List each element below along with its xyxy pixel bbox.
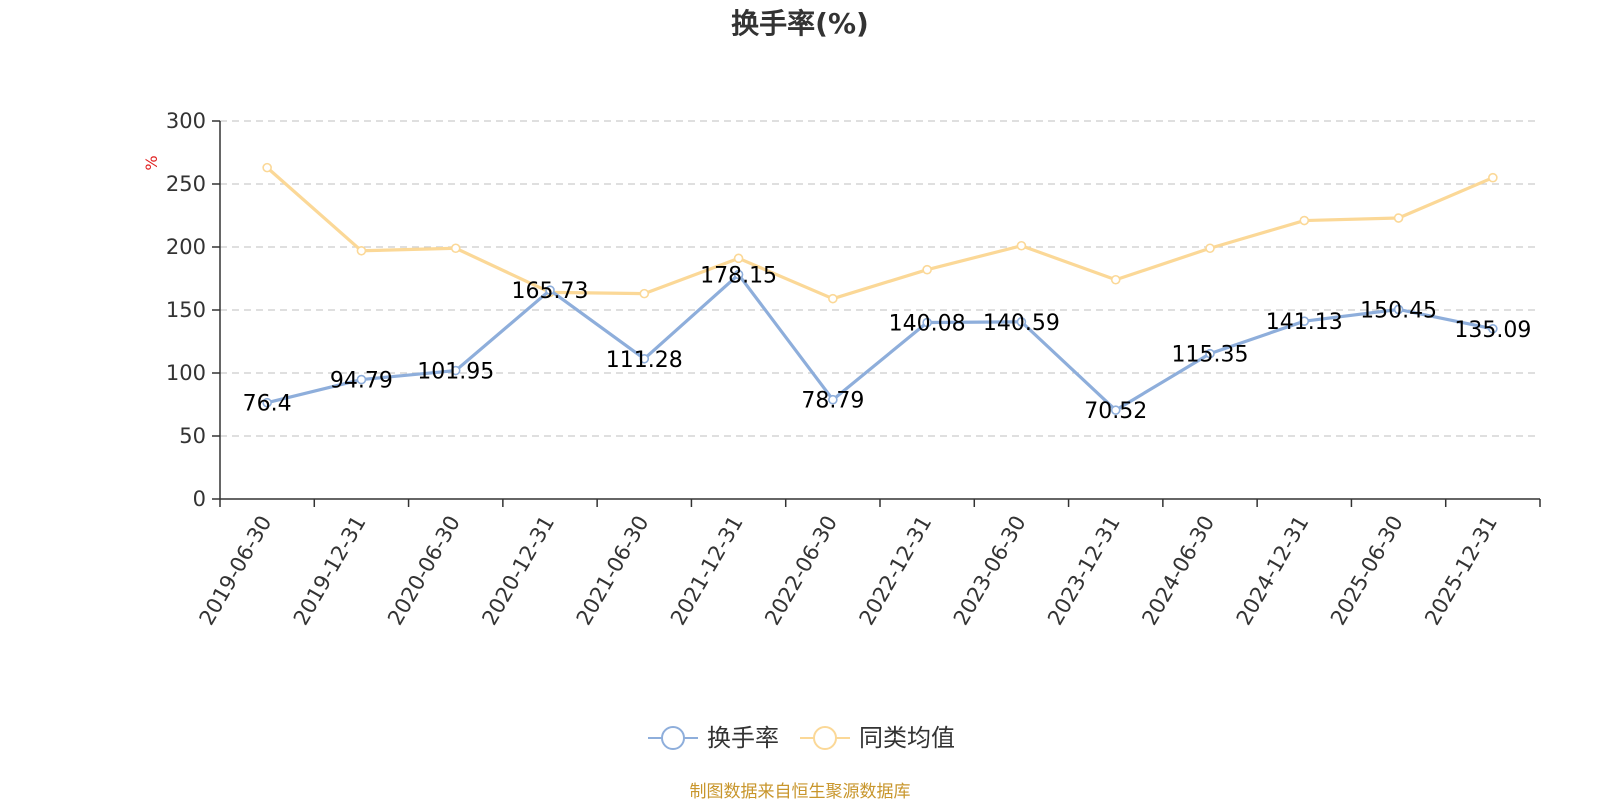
source-note: 制图数据来自恒生聚源数据库 xyxy=(690,782,911,800)
data-label-2021-12-31: 178.15 xyxy=(700,264,777,289)
x-tick-label-2019-12-31: 2019-12-31 xyxy=(289,512,371,630)
data-label-2020-12-31: 165.73 xyxy=(512,279,589,304)
x-tick-label-2024-12-31: 2024-12-31 xyxy=(1232,512,1314,630)
data-point-peer-average-2023-12-31[interactable] xyxy=(1110,274,1121,285)
data-label-2019-06-30: 76.4 xyxy=(243,392,292,417)
x-tick-label-2025-06-30: 2025-06-30 xyxy=(1326,512,1408,630)
legend-item-peer-average[interactable]: 同类均值 xyxy=(800,724,955,752)
data-point-peer-average-2025-12-31[interactable] xyxy=(1488,172,1498,183)
data-point-peer-average-2019-06-30[interactable] xyxy=(262,162,272,173)
data-point-turnover-2019-06-30[interactable] xyxy=(262,397,272,408)
x-tick-label-2019-06-30: 2019-06-30 xyxy=(195,512,277,630)
y-axis-unit-label: % xyxy=(142,155,161,170)
legend-item-turnover[interactable]: 换手率 xyxy=(648,724,779,752)
data-point-peer-average-2020-06-30[interactable] xyxy=(450,243,461,254)
data-label-2025-12-31: 135.09 xyxy=(1454,318,1531,343)
x-tick-label-2024-06-30: 2024-06-30 xyxy=(1137,512,1219,630)
data-labels: 76.4 94.79 101.95 165.73 111.28 178.15 78.79 14… xyxy=(243,264,1532,425)
chart-title: 换手率(%) xyxy=(731,7,869,40)
axes xyxy=(212,120,1541,507)
legend-peer-average-circle-icon xyxy=(813,726,837,750)
data-label-2022-06-30: 78.79 xyxy=(801,389,864,414)
x-tick-label-2025-12-31: 2025-12-31 xyxy=(1420,512,1502,630)
data-point-peer-average-2022-06-30[interactable] xyxy=(828,293,838,304)
y-tick-labels: 0 50 100 150 200 250 300 xyxy=(166,109,206,511)
x-tick-label-2020-06-30: 2020-06-30 xyxy=(383,511,465,629)
data-point-turnover-2021-06-30[interactable] xyxy=(639,353,650,364)
x-tick-label-2020-12-31: 2020-12-31 xyxy=(477,512,559,630)
data-point-turnover-2024-06-30[interactable] xyxy=(1205,348,1215,359)
legend-peer-average-label: 同类均值 xyxy=(859,724,955,752)
data-point-turnover-2025-06-30[interactable] xyxy=(1393,304,1404,315)
data-point-peer-average-2019-12-31[interactable] xyxy=(356,245,367,256)
y-tick-label-250: 250 xyxy=(166,172,206,196)
data-point-peer-average-2021-06-30[interactable] xyxy=(639,288,650,299)
data-label-2024-06-30: 115.35 xyxy=(1172,343,1249,368)
data-point-turnover-2020-06-30[interactable] xyxy=(450,365,461,376)
y-tick-label-150: 150 xyxy=(166,298,206,322)
data-point-peer-average-2024-12-31[interactable] xyxy=(1299,215,1310,226)
series-line-turnover xyxy=(266,272,1494,412)
y-tick-label-50: 50 xyxy=(179,424,206,448)
data-point-turnover-2023-06-30[interactable] xyxy=(1016,317,1027,327)
data-point-peer-average-2022-12-31[interactable] xyxy=(922,264,932,275)
data-point-peer-average-2024-06-30[interactable] xyxy=(1205,243,1215,254)
data-point-turnover-2023-12-31[interactable] xyxy=(1110,405,1121,415)
x-tick-label-2022-12-31: 2022-12-31 xyxy=(855,512,937,630)
legend[interactable]: 换手率 同类均值 xyxy=(648,724,955,752)
data-label-2019-12-31: 94.79 xyxy=(330,369,393,394)
y-tick-label-0: 0 xyxy=(193,487,206,511)
data-label-2023-06-30: 140.59 xyxy=(983,311,1060,336)
y-tick-label-200: 200 xyxy=(166,235,206,259)
data-point-turnover-2025-12-31[interactable] xyxy=(1488,323,1498,334)
data-label-2025-06-30: 150.45 xyxy=(1360,298,1437,323)
data-point-turnover-2019-12-31[interactable] xyxy=(356,374,367,385)
data-point-turnover-2022-06-30[interactable] xyxy=(828,394,838,405)
data-point-peer-average-2021-12-31[interactable] xyxy=(733,253,744,264)
series-line-peer-average xyxy=(266,166,1494,301)
y-tick-label-300: 300 xyxy=(166,109,206,133)
data-label-2022-12-31: 140.08 xyxy=(889,311,966,336)
x-tick-label-2023-12-31: 2023-12-31 xyxy=(1043,512,1125,630)
data-point-turnover-2020-12-31[interactable] xyxy=(545,285,555,295)
x-tick-label-2021-06-30: 2021-06-30 xyxy=(572,512,654,630)
data-point-peer-average-2025-06-30[interactable] xyxy=(1393,213,1404,223)
data-point-turnover-2024-12-31[interactable] xyxy=(1299,316,1310,326)
legend-turnover-label: 换手率 xyxy=(707,724,779,752)
data-label-2024-12-31: 141.13 xyxy=(1266,310,1343,335)
data-label-2020-06-30: 101.95 xyxy=(417,360,494,385)
legend-turnover-circle-icon xyxy=(661,726,685,750)
data-point-turnover-2022-12-31[interactable] xyxy=(922,317,932,328)
x-tick-label-2023-06-30: 2023-06-30 xyxy=(949,512,1031,630)
series-group xyxy=(262,162,1498,415)
y-tick-label-100: 100 xyxy=(166,361,206,385)
data-label-2021-06-30: 111.28 xyxy=(606,348,683,373)
x-tick-labels: 2019-06-30 2019-12-31 2020-06-30 2020-12-31… xyxy=(195,511,1503,629)
x-tick-label-2021-12-31: 2021-12-31 xyxy=(666,512,748,630)
data-label-2023-12-31: 70.52 xyxy=(1084,399,1147,424)
data-point-turnover-2021-12-31[interactable] xyxy=(733,269,744,280)
x-tick-label-2022-06-30: 2022-06-30 xyxy=(760,512,842,630)
data-point-peer-average-2023-06-30[interactable] xyxy=(1016,240,1027,251)
grid-lines xyxy=(220,120,1540,437)
